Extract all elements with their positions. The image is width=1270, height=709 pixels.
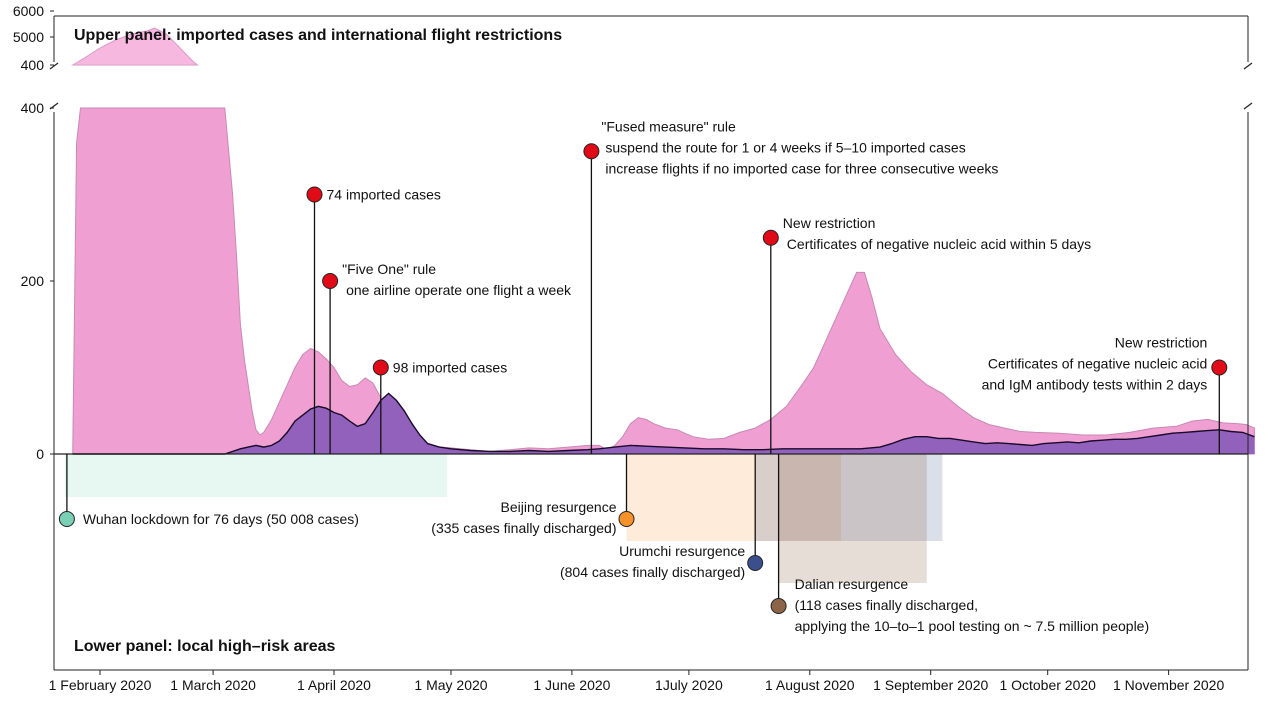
- x-tick-label: 1 April 2020: [297, 677, 371, 693]
- risk-band-urumchi-resurgence: [755, 454, 943, 541]
- restriction-label: New restriction: [783, 215, 876, 231]
- restriction-label: and IgM antibody tests within 2 days: [982, 377, 1208, 393]
- restriction-marker: [762, 229, 779, 246]
- restriction-marker: [322, 273, 339, 289]
- case-areas: [70, 27, 1255, 455]
- x-tick-label: 1 November 2020: [1113, 677, 1225, 693]
- restriction-marker: [372, 359, 389, 376]
- risk-marker: [58, 511, 75, 527]
- restriction-label: Certificates of negative nucleic acid: [988, 356, 1207, 372]
- y-tick-label-broken: 5000: [13, 29, 44, 45]
- risk-label: Wuhan lockdown for 76 days (50 008 cases…: [83, 511, 359, 527]
- upper-panel-title: Upper panel: imported cases and internat…: [74, 27, 562, 44]
- restriction-label: New restriction: [1115, 335, 1208, 351]
- risk-band-beijing-resurgence: [626, 454, 841, 541]
- restriction-marker: [583, 143, 600, 160]
- x-tick-label: 1 March 2020: [170, 677, 256, 693]
- risk-marker: [618, 511, 635, 527]
- restriction-label: "Five One" rule: [342, 261, 436, 277]
- y-tick-label-broken: 6000: [13, 3, 44, 19]
- restriction-label: increase flights if no imported case for…: [605, 160, 998, 176]
- risk-label: Beijing resurgence: [501, 499, 617, 515]
- restriction-marker: [306, 186, 323, 203]
- x-tick-label: 1 September 2020: [873, 677, 988, 693]
- x-tick-label: 1 October 2020: [999, 677, 1096, 693]
- restriction-label: "Fused measure" rule: [601, 118, 736, 134]
- x-tick-label: 1 February 2020: [49, 677, 152, 693]
- y-tick-label: 0: [36, 446, 44, 462]
- x-tick-label: 1 May 2020: [414, 677, 487, 693]
- series-area-imported-daily: [72, 393, 1255, 454]
- series-area-imported-7day: [72, 107, 1255, 455]
- risk-label: Dalian resurgence: [795, 576, 909, 592]
- annotations: 74 imported cases "Five One" rule one airl…: [58, 118, 1228, 634]
- upper-break-peak: [70, 27, 199, 66]
- lower-panel-title: Lower panel: local high–risk areas: [74, 638, 336, 655]
- risk-label: (118 cases finally discharged,: [795, 597, 978, 613]
- risk-label: (335 cases finally discharged): [431, 520, 616, 536]
- x-tick-label: 1 August 2020: [765, 677, 855, 693]
- risk-marker: [747, 555, 764, 571]
- restriction-label: suspend the route for 1 or 4 weeks if 5–…: [605, 139, 965, 155]
- risk-marker: [770, 598, 787, 614]
- y-tick-label: 200: [21, 273, 45, 289]
- restriction-label: one airline operate one flight a week: [346, 282, 572, 298]
- restriction-label: 74 imported cases: [327, 187, 441, 203]
- restriction-marker: [1211, 359, 1228, 376]
- risk-label: (804 cases finally discharged): [560, 564, 745, 580]
- risk-label: Urumchi resurgence: [619, 543, 745, 559]
- restriction-label: 98 imported cases: [393, 360, 507, 376]
- risk-label: applying the 10–to–1 pool testing on ~ 7…: [795, 618, 1150, 634]
- restriction-label: Certificates of negative nucleic acid wi…: [787, 236, 1091, 252]
- series-line-imported-daily: [72, 392, 1255, 455]
- risk-band-wuhan-lockdown: [64, 454, 448, 497]
- axes-frame: 0 200 400 6000 5000 400 1 February 2020 1 March…: [13, 3, 1253, 693]
- x-tick-label: 1 June 2020: [533, 677, 610, 693]
- axis-break-mark: [49, 62, 59, 70]
- y-tick-label-broken: 400: [21, 57, 45, 73]
- y-tick-label: 400: [21, 100, 45, 116]
- axis-break-mark: [1243, 102, 1253, 110]
- x-tick-label: 1July 2020: [655, 677, 723, 693]
- axis-break-mark: [1243, 62, 1253, 70]
- risk-area-bands: [64, 454, 943, 583]
- risk-band-dalian-resurgence: [778, 454, 927, 583]
